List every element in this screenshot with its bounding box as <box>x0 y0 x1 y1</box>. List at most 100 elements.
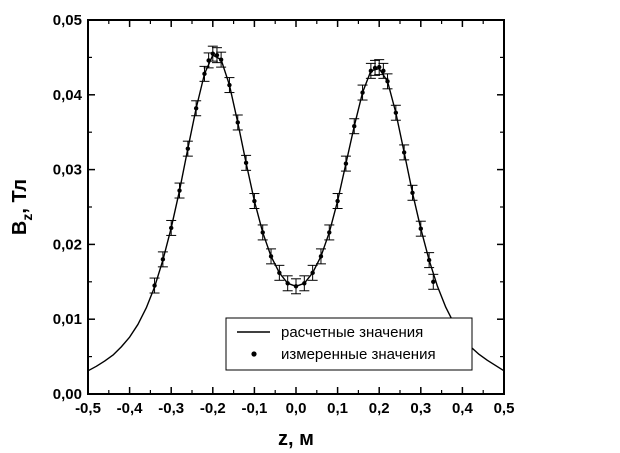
x-tick-label: -0,1 <box>241 400 267 417</box>
measured-point <box>166 219 177 236</box>
measured-marker <box>377 64 382 70</box>
measured-marker <box>343 161 349 166</box>
measured-marker <box>381 68 386 74</box>
measured-point <box>241 154 252 171</box>
measured-point <box>182 140 193 157</box>
measured-marker <box>206 58 211 63</box>
measured-marker <box>360 90 365 95</box>
y-axis-title: Bz, Тл <box>9 179 35 235</box>
measured-point <box>332 193 343 209</box>
measured-point <box>249 193 260 209</box>
axis-ticks: -0,5 -0,4 -0,3 -0,2 -0,1 0,0 0,1 0,2 0,3 0,4 0,5 0,… <box>53 12 515 417</box>
measured-point <box>307 264 318 281</box>
measured-point <box>365 62 376 79</box>
y-tick-label: 0,03 <box>53 162 82 179</box>
measured-marker <box>335 198 340 204</box>
measured-marker <box>401 150 407 155</box>
x-tick-label: 0,4 <box>452 400 474 417</box>
measured-point <box>428 273 439 290</box>
measured-marker <box>310 270 315 276</box>
measured-marker <box>277 270 282 276</box>
legend: расчетные значения измеренные значения <box>225 317 473 371</box>
measured-marker <box>252 198 257 204</box>
measured-point <box>149 277 160 294</box>
measured-point <box>174 182 185 199</box>
y-tick-label: 0,00 <box>53 386 82 403</box>
measured-point <box>157 251 168 268</box>
y-tick-label: 0,05 <box>53 12 82 29</box>
measured-marker <box>185 146 191 151</box>
y-axis-title-rest: , Тл <box>9 179 31 214</box>
measured-marker <box>218 57 224 62</box>
x-tick-label: -0,2 <box>200 400 226 417</box>
measured-point <box>424 252 435 269</box>
legend-box <box>225 317 473 371</box>
measured-point <box>315 248 326 265</box>
measured-marker <box>418 226 423 231</box>
measured-point <box>374 59 385 76</box>
legend-label-measured: измеренные значения <box>281 346 436 363</box>
measured-point <box>324 224 335 241</box>
measured-point <box>282 275 293 292</box>
measured-point <box>415 220 426 237</box>
measured-marker <box>177 188 182 193</box>
measured-point <box>291 278 301 295</box>
measured-point <box>407 184 418 201</box>
y-axis-title-main: B <box>9 221 31 235</box>
measured-marker <box>352 124 357 129</box>
measured-marker <box>268 254 274 259</box>
legend-label-calculated: расчетные значения <box>281 324 423 341</box>
measured-marker <box>410 190 415 195</box>
y-tick-label: 0,04 <box>53 87 83 104</box>
measured-point <box>199 65 210 82</box>
measured-marker <box>243 160 249 166</box>
measured-marker <box>193 106 199 111</box>
measured-point <box>232 114 243 131</box>
x-tick-label: 0,1 <box>327 400 348 417</box>
measured-marker <box>260 230 265 235</box>
y-tick-label: 0,01 <box>53 311 82 328</box>
measured-point <box>382 73 393 90</box>
measured-marker <box>285 281 290 286</box>
x-tick-label: -0,3 <box>158 400 184 417</box>
measured-marker <box>293 284 299 289</box>
measured-marker <box>235 120 240 125</box>
measured-marker <box>302 281 307 286</box>
measured-point <box>257 224 268 241</box>
measured-marker <box>431 279 436 284</box>
measured-point <box>266 248 277 265</box>
x-tick-label: -0,4 <box>117 400 144 417</box>
measured-point <box>370 59 381 76</box>
x-tick-label: 0,0 <box>286 400 307 417</box>
measured-marker <box>426 257 432 263</box>
measured-point <box>340 155 351 172</box>
x-tick-label: -0,5 <box>75 400 101 417</box>
measured-marker <box>227 82 232 88</box>
measured-point <box>207 45 218 62</box>
measured-point <box>299 275 310 292</box>
x-tick-label: 0,2 <box>369 400 390 417</box>
measured-point <box>274 264 285 281</box>
measured-point <box>390 104 401 121</box>
measured-points <box>149 45 439 295</box>
measured-point <box>216 51 227 68</box>
measured-marker <box>368 68 374 74</box>
measured-point <box>224 77 235 94</box>
measured-marker <box>318 254 324 259</box>
measured-marker <box>169 225 174 231</box>
measured-marker <box>385 79 390 84</box>
measured-marker <box>327 230 332 235</box>
measured-point <box>211 47 222 64</box>
measured-marker <box>393 110 399 115</box>
measured-marker <box>202 71 207 77</box>
y-tick-label: 0,02 <box>53 236 82 253</box>
measured-point <box>399 144 410 161</box>
measured-marker <box>372 65 378 71</box>
measured-point <box>349 118 360 135</box>
measured-point <box>191 100 202 117</box>
measured-marker <box>152 283 157 288</box>
y-axis-title-subscript: z <box>19 214 35 221</box>
legend-point-swatch <box>251 351 257 357</box>
measured-point <box>378 62 389 79</box>
